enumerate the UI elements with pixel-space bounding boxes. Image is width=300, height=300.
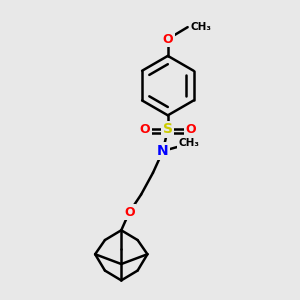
- Text: O: O: [124, 206, 134, 219]
- Text: O: O: [163, 32, 173, 46]
- Text: S: S: [163, 122, 173, 136]
- Text: CH₃: CH₃: [190, 22, 212, 32]
- Text: O: O: [140, 123, 150, 136]
- Text: CH₃: CH₃: [178, 138, 199, 148]
- Text: O: O: [185, 123, 196, 136]
- Text: N: N: [157, 144, 169, 158]
